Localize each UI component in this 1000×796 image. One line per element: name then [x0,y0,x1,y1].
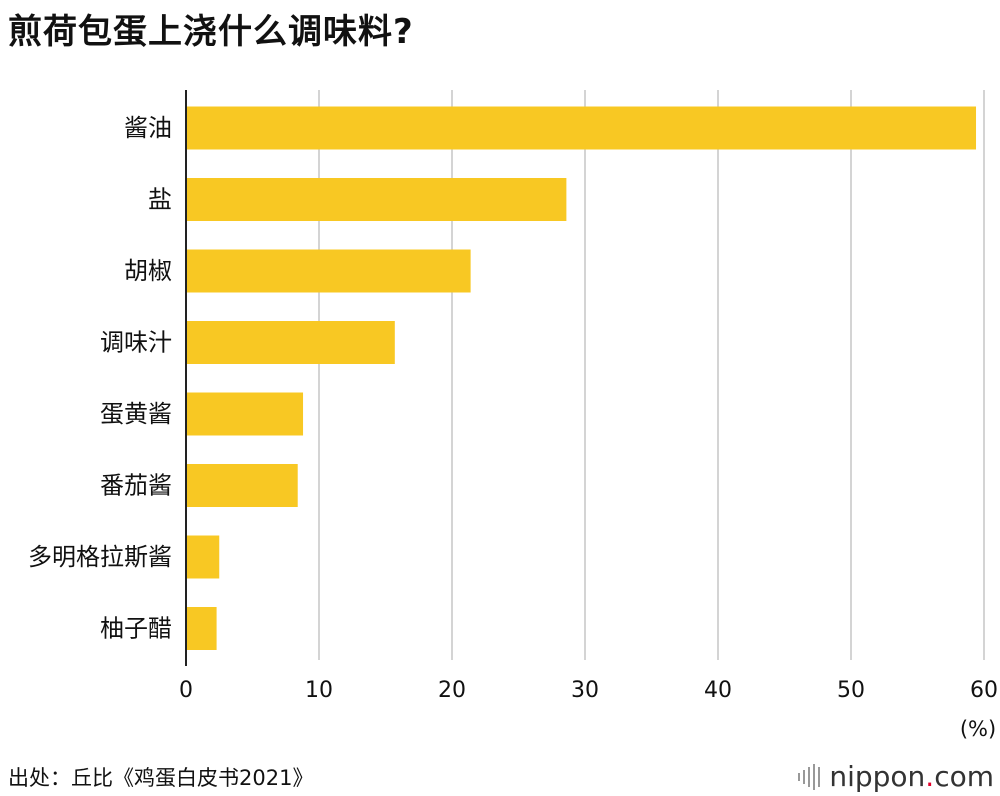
bar [186,464,298,507]
category-label: 番茄酱 [100,472,172,500]
category-label: 盐 [148,186,172,214]
sound-bars-icon [798,763,823,790]
bar [186,321,395,364]
category-label: 酱油 [124,114,172,142]
category-label: 柚子醋 [100,615,172,643]
tick-labels: 0 10 20 30 40 50 60 [179,678,998,703]
category-label: 调味汁 [100,329,172,357]
gridlines [318,90,985,660]
bars [186,106,977,650]
logo-suffix: com [934,760,994,793]
x-axis-unit-label: (%) [960,717,996,741]
bar [186,392,304,436]
x-tick-label: 50 [837,678,865,703]
logo-dot: . [925,760,935,793]
x-tick-label: 30 [571,678,599,703]
source-note: 出处：丘比《鸡蛋白皮书2021》 [8,766,314,790]
bar [186,178,567,221]
logo-name: nippon [829,760,926,793]
x-tick-label: 0 [179,678,193,703]
chart-title: 煎荷包蛋上浇什么调味料? [8,12,414,52]
x-tick-label: 60 [970,678,998,703]
x-tick-label: 20 [438,678,466,703]
category-label: 蛋黄酱 [100,400,172,428]
x-tick-label: 40 [704,678,732,703]
category-label: 多明格拉斯酱 [28,543,172,571]
bar [186,106,977,150]
bar [186,535,220,579]
bar [186,249,471,293]
bar [186,607,217,650]
nippon-logo: nippon. com [798,760,994,793]
x-tick-label: 10 [305,678,333,703]
category-label: 胡椒 [124,257,172,285]
